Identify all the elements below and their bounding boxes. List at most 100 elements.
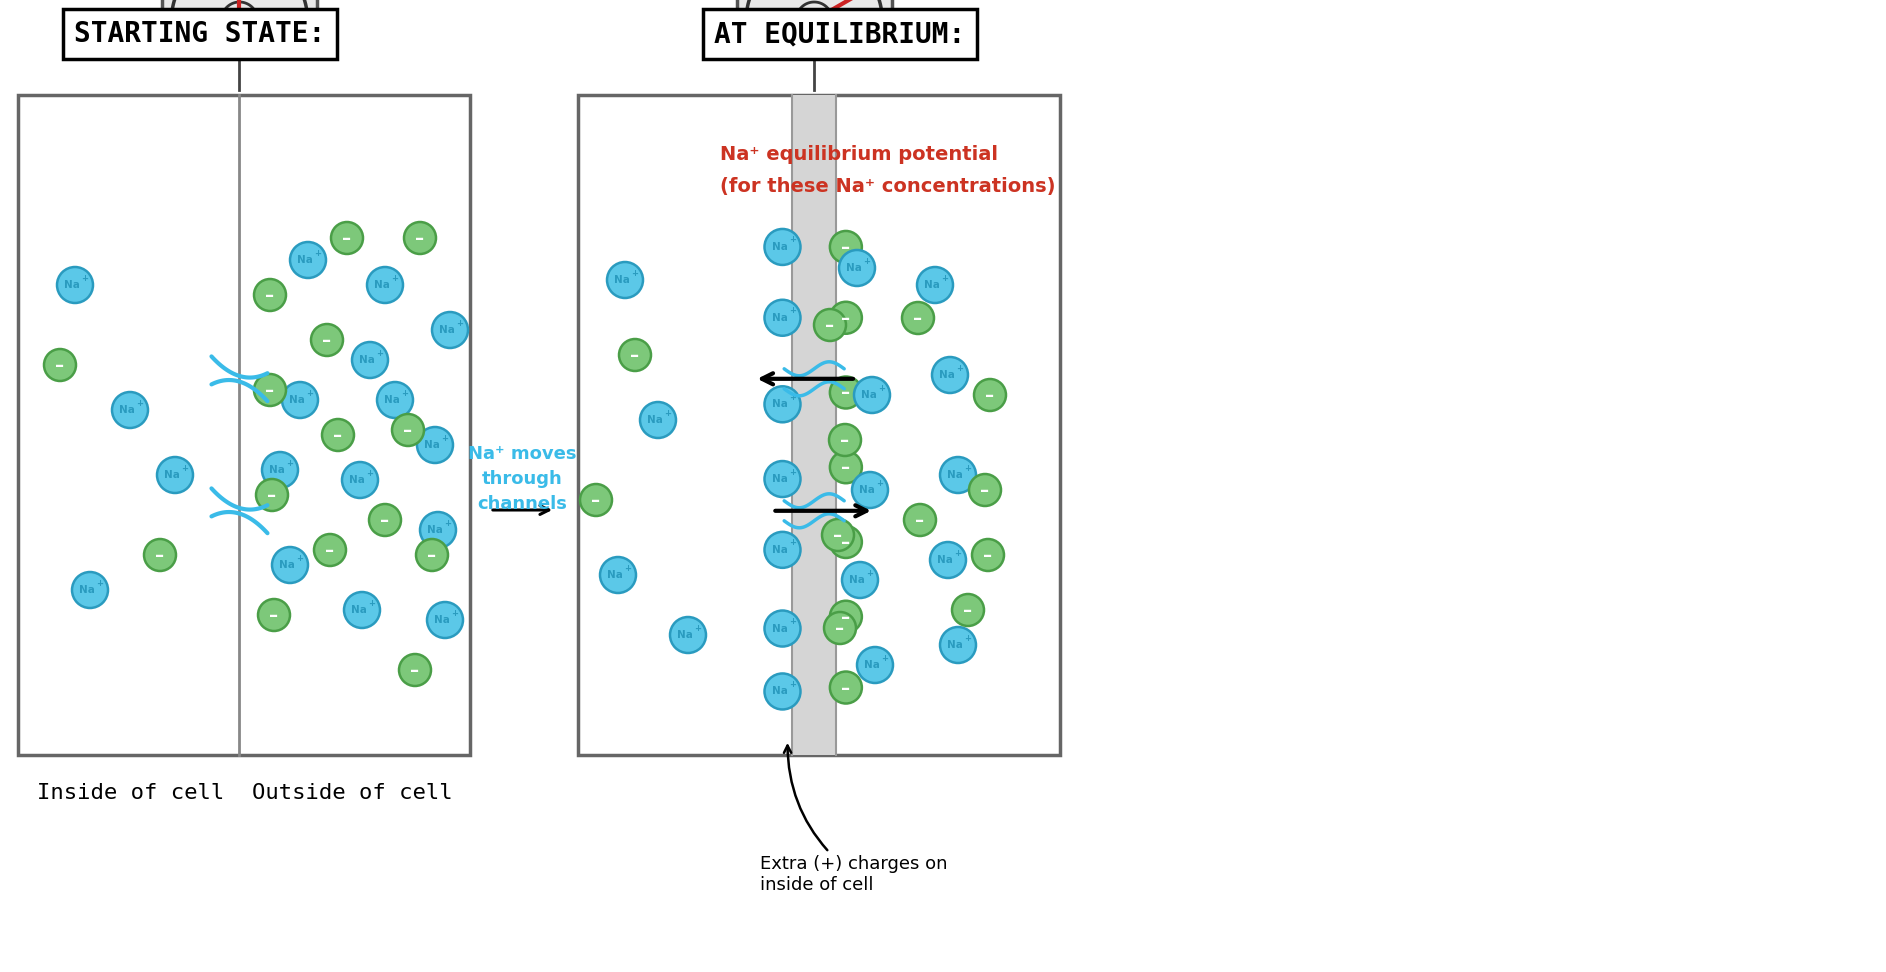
Text: –: – [964, 602, 973, 620]
Circle shape [903, 504, 935, 536]
Text: –: – [981, 482, 990, 500]
Text: +: + [445, 518, 451, 528]
Text: Na: Na [847, 263, 862, 273]
Text: +: + [136, 399, 143, 407]
Text: –: – [175, 21, 185, 39]
Text: Na: Na [607, 570, 622, 580]
Circle shape [830, 301, 862, 333]
Text: +: + [879, 384, 886, 393]
Circle shape [157, 457, 192, 493]
Circle shape [311, 324, 343, 356]
Circle shape [930, 542, 966, 578]
Text: –: – [404, 422, 413, 440]
Circle shape [830, 424, 862, 456]
Text: –: – [913, 310, 922, 328]
Text: +: + [315, 249, 321, 258]
Text: Na: Na [939, 370, 954, 380]
Text: –: – [343, 230, 351, 248]
Text: +: + [292, 21, 307, 39]
Text: –: – [841, 385, 851, 402]
Circle shape [421, 512, 456, 548]
Circle shape [939, 457, 975, 493]
Text: Na: Na [771, 686, 788, 697]
Circle shape [830, 601, 862, 633]
Text: –: – [155, 547, 164, 565]
Circle shape [143, 539, 175, 571]
Text: +: + [181, 464, 189, 472]
Text: Na: Na [947, 470, 964, 480]
Text: Na: Na [771, 242, 788, 252]
Circle shape [764, 461, 800, 497]
Text: +: + [964, 464, 971, 472]
Circle shape [822, 519, 854, 551]
Text: –: – [983, 547, 992, 565]
Circle shape [290, 242, 326, 278]
Circle shape [323, 419, 355, 451]
Text: Na: Na [279, 560, 294, 570]
Text: +: + [881, 653, 888, 663]
Bar [577, 95, 1060, 755]
Text: +: + [954, 548, 962, 558]
Text: Na: Na [434, 615, 451, 625]
Text: –: – [381, 512, 390, 530]
Text: Inside of cell: Inside of cell [38, 783, 224, 803]
Text: Na: Na [677, 630, 692, 640]
Circle shape [839, 250, 875, 286]
Text: +: + [392, 273, 398, 283]
Text: +: + [788, 393, 796, 401]
Text: –: – [411, 662, 419, 680]
Circle shape [256, 479, 289, 511]
Circle shape [852, 472, 888, 508]
Text: +: + [694, 623, 702, 633]
Text: +: + [864, 257, 871, 265]
Text: Na: Na [771, 545, 788, 555]
Circle shape [764, 299, 800, 335]
Text: +: + [664, 408, 671, 418]
Text: Na: Na [426, 525, 443, 535]
Text: –: – [751, 21, 760, 39]
Circle shape [432, 312, 468, 348]
Text: +: + [788, 468, 796, 476]
Circle shape [343, 592, 379, 628]
Circle shape [841, 562, 879, 598]
Text: +: + [866, 569, 873, 577]
Text: Na: Na [270, 465, 285, 475]
Text: +: + [377, 349, 383, 358]
Circle shape [764, 229, 800, 265]
Text: +: + [788, 680, 796, 689]
Text: –: – [841, 239, 851, 257]
Text: Na: Na [947, 640, 964, 650]
Text: +: + [368, 599, 375, 608]
Text: +: + [788, 306, 796, 315]
Text: –: – [270, 607, 279, 625]
Circle shape [830, 376, 862, 408]
Text: –: – [334, 427, 343, 445]
Text: –: – [630, 347, 639, 365]
Circle shape [262, 452, 298, 488]
Circle shape [952, 594, 984, 626]
Text: –: – [841, 534, 851, 552]
Text: Na: Na [771, 623, 788, 634]
Circle shape [856, 647, 892, 683]
Circle shape [917, 267, 952, 303]
Circle shape [600, 557, 636, 593]
Text: +: + [877, 478, 883, 488]
Text: +: + [307, 389, 313, 398]
Text: –: – [266, 382, 275, 400]
Circle shape [969, 474, 1001, 506]
Text: +: + [941, 273, 949, 283]
Text: Na: Na [358, 355, 375, 365]
Text: –: – [841, 459, 851, 477]
Text: –: – [326, 542, 334, 560]
Circle shape [332, 222, 362, 254]
Circle shape [400, 654, 432, 686]
Text: Na⁺ equilibrium potential: Na⁺ equilibrium potential [720, 145, 998, 164]
Circle shape [368, 267, 404, 303]
Text: +: + [296, 553, 304, 563]
Text: Na: Na [385, 395, 400, 405]
Circle shape [971, 539, 1003, 571]
Text: Na: Na [119, 405, 136, 415]
Text: Na: Na [439, 325, 455, 335]
Text: +: + [624, 564, 632, 573]
Text: –: – [834, 527, 843, 545]
